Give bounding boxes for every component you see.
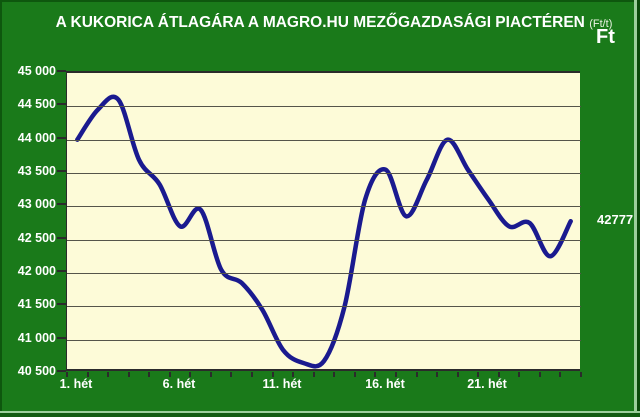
y-axis-label: 41 500 — [17, 297, 56, 311]
window-edge-right — [637, 0, 640, 417]
y-axis-label: 44 500 — [17, 97, 56, 111]
x-axis-tick — [210, 372, 212, 377]
y-axis-tick — [57, 103, 66, 105]
x-axis-tick — [354, 372, 356, 377]
x-axis-tick — [374, 372, 376, 377]
gridline — [67, 106, 581, 107]
last-value-label: 42777 — [597, 212, 634, 227]
y-axis-tick — [57, 303, 66, 305]
x-axis-tick — [87, 372, 89, 377]
gridline — [67, 240, 581, 241]
x-axis-tick — [292, 372, 294, 377]
gridline — [67, 140, 581, 141]
x-axis-tick — [189, 372, 191, 377]
price-line-chart — [75, 94, 573, 369]
y-axis-tick — [57, 70, 66, 72]
y-axis-label: 43 500 — [17, 164, 56, 178]
y-axis-tick — [57, 270, 66, 272]
x-axis-tick — [128, 372, 130, 377]
gridline — [67, 273, 581, 274]
x-axis-tick — [518, 372, 520, 377]
x-axis-tick — [416, 372, 418, 377]
x-axis-tick — [107, 372, 109, 377]
x-axis-label: 16. hét — [365, 377, 405, 391]
x-axis-tick — [272, 372, 274, 377]
window-edge-left — [0, 0, 2, 417]
y-axis-label: 43 000 — [17, 197, 56, 211]
title-row: A KUKORICA ÁTLAGÁRA A MAGRO.HU MEZŐGAZDA… — [0, 14, 640, 32]
x-axis-tick — [559, 372, 561, 377]
x-axis-tick — [313, 372, 315, 377]
y-axis-tick — [57, 170, 66, 172]
x-axis-label: 1. hét — [59, 377, 93, 391]
x-axis-tick — [539, 372, 541, 377]
x-axis-label: 11. hét — [262, 377, 302, 391]
window-edge-right-highlight — [634, 0, 637, 417]
x-axis-tick — [148, 372, 150, 377]
window-edge-top — [0, 0, 640, 2]
x-axis-tick — [251, 372, 253, 377]
gridline — [67, 306, 581, 307]
x-axis-tick — [395, 372, 397, 377]
x-axis-tick — [230, 372, 232, 377]
y-axis-label: 42 000 — [17, 264, 56, 278]
chart-title-unit: (Ft/t) — [589, 18, 613, 30]
y-axis-tick — [57, 203, 66, 205]
y-axis-label: 45 000 — [17, 64, 56, 78]
x-axis-tick — [477, 372, 479, 377]
x-axis-tick — [333, 372, 335, 377]
y-axis-label: 41 000 — [17, 331, 56, 345]
y-axis-label: 40 500 — [17, 364, 56, 378]
gridline — [67, 206, 581, 207]
y-axis-label: 42 500 — [17, 231, 56, 245]
x-axis-tick — [580, 372, 582, 377]
x-axis-tick — [169, 372, 171, 377]
y-axis-tick — [57, 370, 66, 372]
x-axis-tick — [457, 372, 459, 377]
x-axis-label: 21. hét — [467, 377, 507, 391]
window-edge-bottom — [0, 413, 640, 417]
y-axis-tick — [57, 337, 66, 339]
x-axis-tick — [66, 372, 68, 377]
x-axis-label: 6. hét — [162, 377, 196, 391]
y-axis-label: 44 000 — [17, 131, 56, 145]
price-line — [75, 94, 573, 369]
x-axis-tick — [498, 372, 500, 377]
gridline — [67, 340, 581, 341]
chart-title-text: A KUKORICA ÁTLAGÁRA A MAGRO.HU MEZŐGAZDA… — [55, 14, 585, 31]
gridline — [67, 173, 581, 174]
x-axis-tick — [436, 372, 438, 377]
window-edge-bottom-highlight — [0, 411, 640, 413]
y-axis-tick — [57, 137, 66, 139]
plot-area — [66, 71, 581, 371]
currency-label: Ft — [596, 26, 615, 48]
y-axis-tick — [57, 237, 66, 239]
chart-title: A KUKORICA ÁTLAGÁRA A MAGRO.HU MEZŐGAZDA… — [28, 14, 613, 32]
